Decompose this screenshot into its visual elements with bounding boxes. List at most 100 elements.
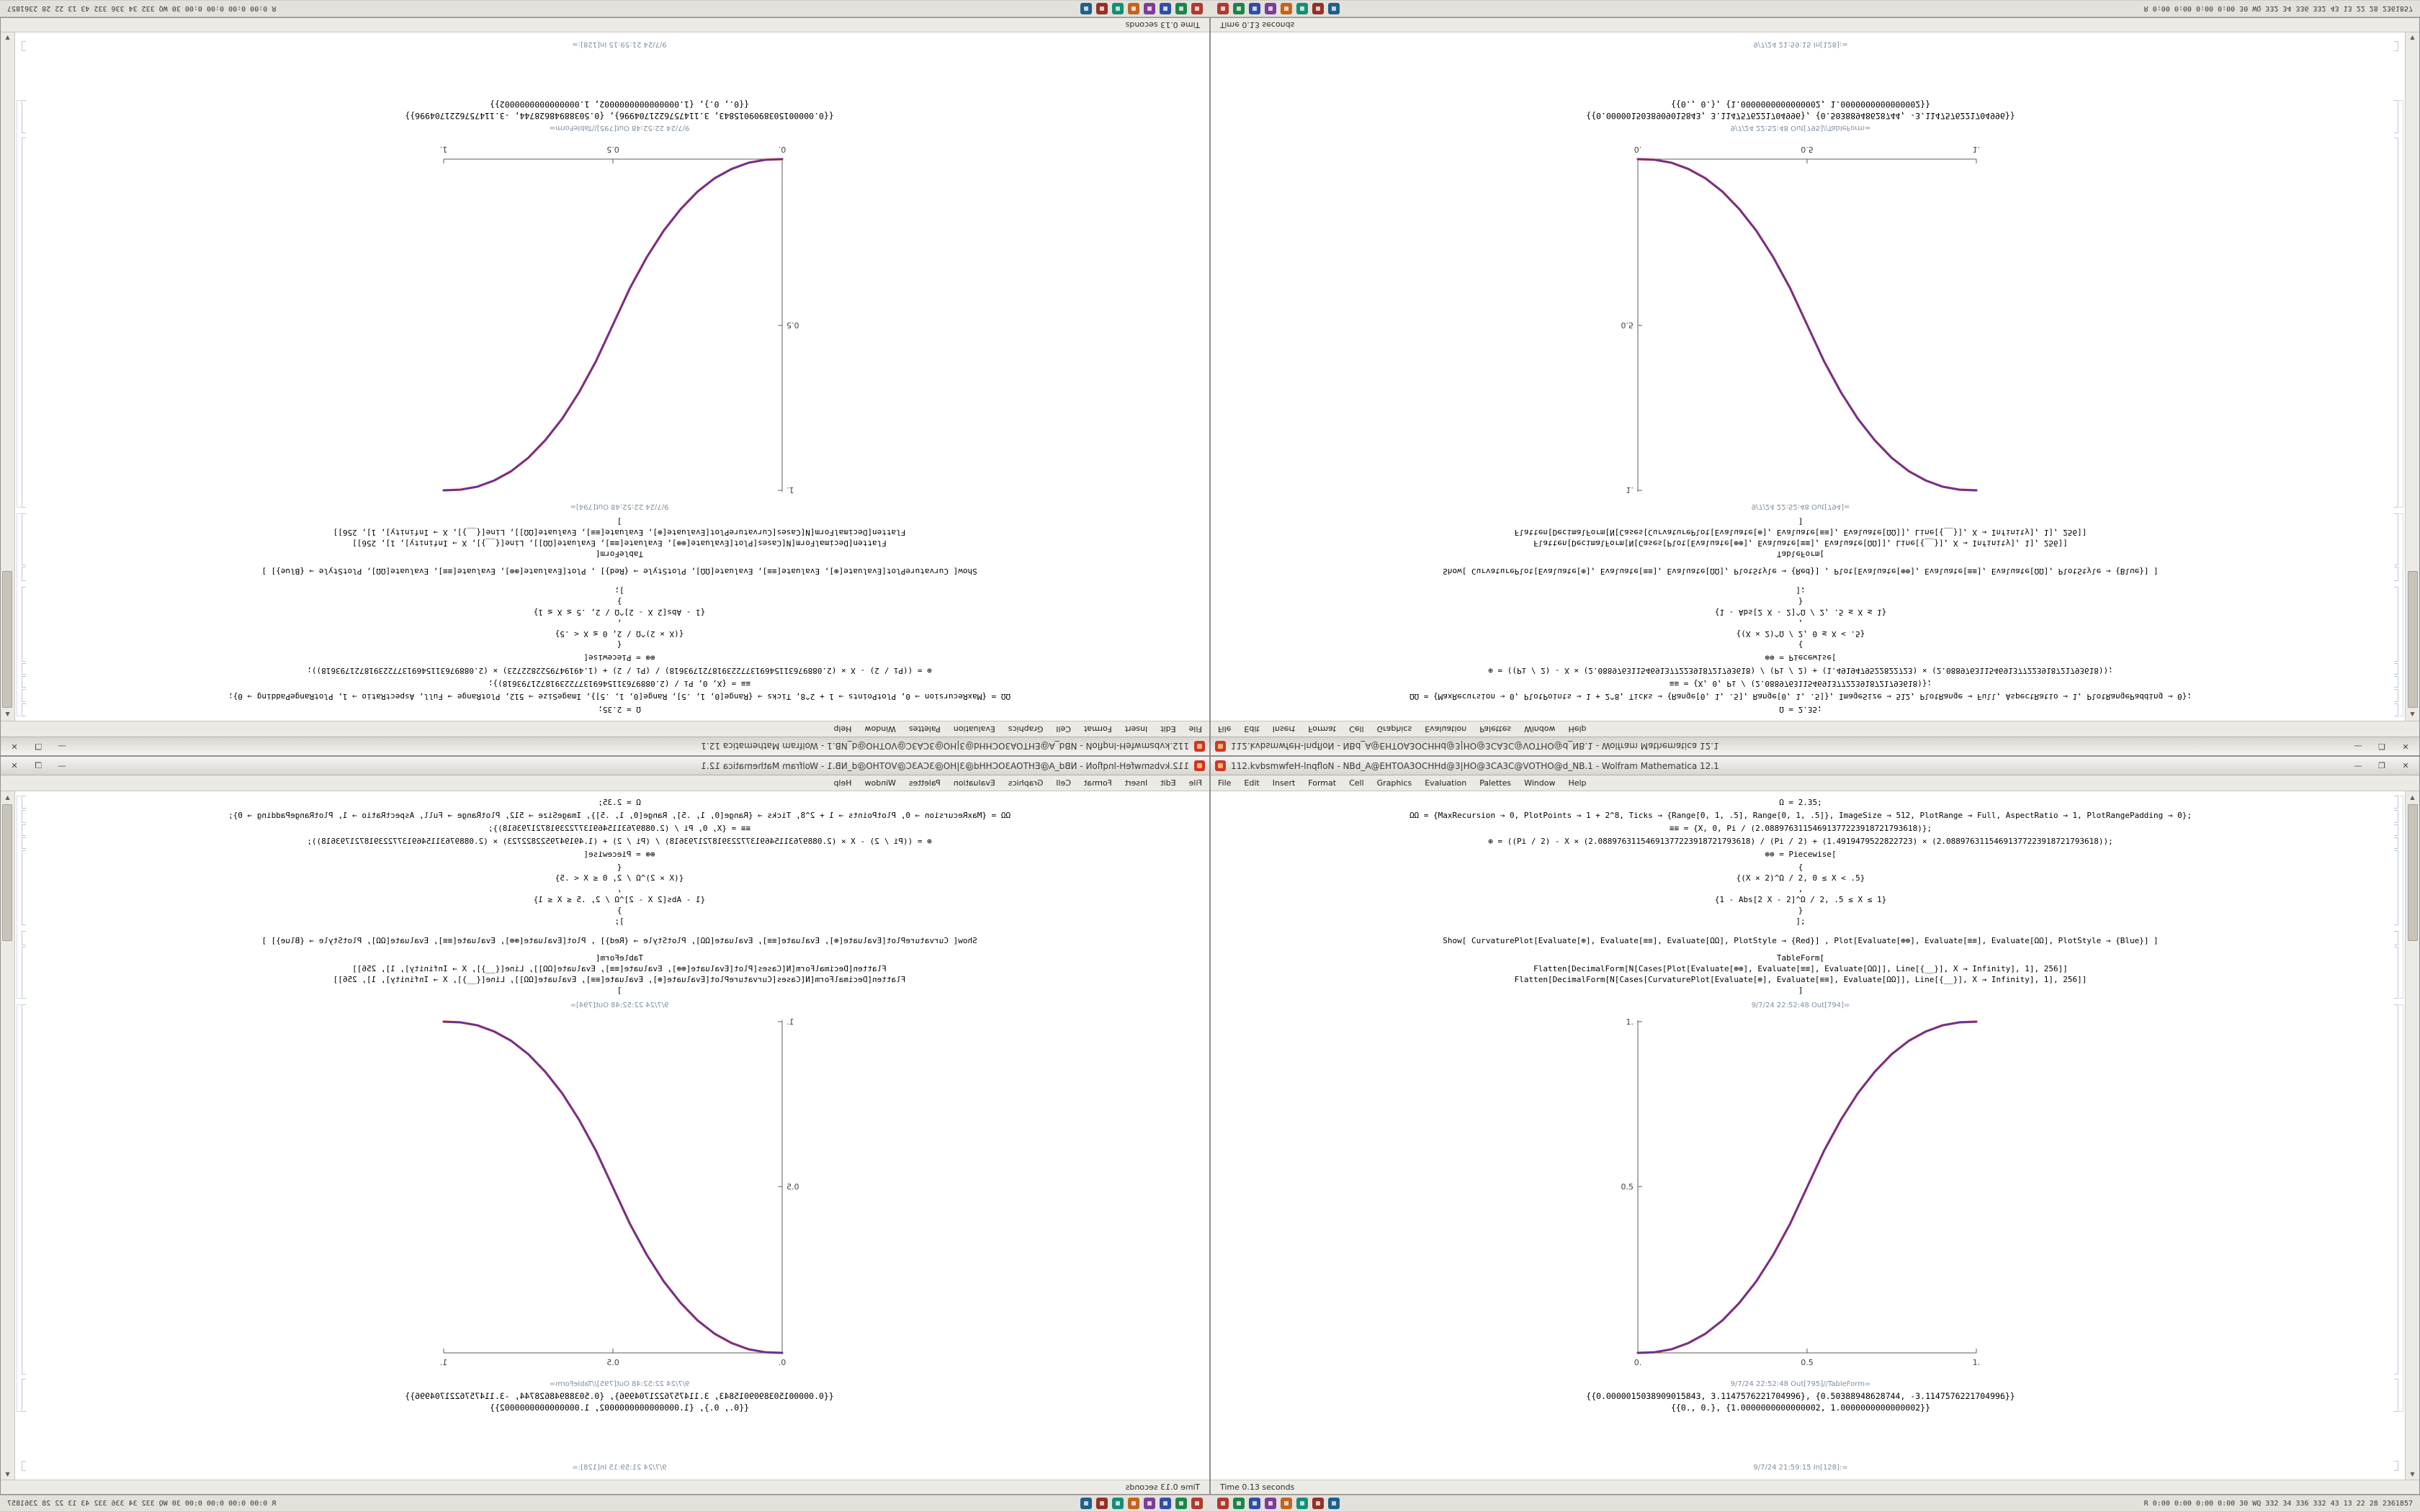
taskbar-app-icon[interactable] (1281, 1498, 1292, 1509)
menu-item-cell[interactable]: Cell (1056, 724, 1071, 734)
input-cell-line[interactable]: {1 - Abs[2 X - 2]^Ω / 2, .5 ≤ X ≤ 1} (533, 895, 706, 904)
scroll-down-arrow[interactable]: ▼ (5, 1470, 10, 1477)
taskbar-app-icon[interactable] (1296, 3, 1308, 14)
cell-bracket[interactable] (2394, 1004, 2398, 1374)
menu-item-cell[interactable]: Cell (1349, 778, 1364, 788)
menu-item-cell[interactable]: Cell (1056, 778, 1071, 788)
cell-bracket[interactable] (22, 824, 26, 836)
taskbar-app-icon[interactable] (1128, 3, 1139, 14)
menu-item-cell[interactable]: Cell (1349, 724, 1364, 734)
cell-bracket[interactable] (22, 703, 26, 716)
taskbar-app-icon[interactable] (1144, 3, 1155, 14)
title-bar[interactable]: 112.kvbsmwfeH-lnqfloN - NBd_A@EHTOA3OCHH… (1211, 757, 2419, 775)
scrollbar-thumb[interactable] (2, 571, 13, 708)
scroll-down-arrow[interactable]: ▼ (2410, 35, 2415, 42)
menu-item-window[interactable]: Window (1524, 724, 1556, 734)
menu-item-edit[interactable]: Edit (1160, 778, 1176, 788)
taskbar-app-icon[interactable] (1112, 1498, 1124, 1509)
mathematica-app-icon[interactable] (1215, 760, 1226, 771)
menu-item-file[interactable]: File (1218, 724, 1232, 734)
input-cell-line[interactable]: { (1798, 640, 1803, 649)
taskbar-app-icon[interactable] (1080, 1498, 1092, 1509)
menu-item-insert[interactable]: Insert (1272, 724, 1296, 734)
input-cell-line[interactable]: Flatten[DecimalForm[N[Cases[Plot[Evaluat… (352, 964, 887, 973)
menu-item-evaluation[interactable]: Evaluation (953, 778, 995, 788)
output-cell-line[interactable]: {{0., 0.}, {1.0000000000000002, 1.000000… (1670, 99, 1931, 109)
cell-bracket[interactable] (2394, 1461, 2398, 1471)
input-cell-line[interactable]: ] (1798, 986, 1803, 995)
input-cell-line[interactable]: Show[ CurvaturePlot[Evaluate[⊕], Evaluat… (1443, 567, 2159, 576)
cell-bracket[interactable] (2394, 41, 2398, 51)
taskbar-app-icon[interactable] (1160, 3, 1171, 14)
input-cell-line[interactable]: } (1798, 597, 1803, 606)
taskbar-app-icon[interactable] (1175, 1498, 1187, 1509)
cell-bracket[interactable] (22, 1004, 26, 1374)
scroll-up-arrow[interactable]: ▲ (2410, 793, 2415, 801)
input-cell-line[interactable]: ⊕ = ((Pi / 2) - X × (2.08897631154691377… (1488, 837, 2113, 846)
cell-bracket[interactable] (22, 676, 26, 688)
menu-item-help[interactable]: Help (1568, 724, 1587, 734)
input-cell-line[interactable]: ≡≡ = {X, 0, Pi / (2.08897631154691377223… (488, 679, 751, 688)
cell-bracket[interactable] (22, 837, 26, 849)
cell-bracket[interactable] (22, 41, 26, 51)
cell-bracket[interactable] (22, 138, 26, 508)
input-cell-line[interactable]: ]; (614, 917, 624, 926)
menu-item-evaluation[interactable]: Evaluation (953, 724, 995, 734)
cell-bracket[interactable] (2394, 689, 2398, 702)
cell-bracket[interactable] (2394, 703, 2398, 716)
taskbar-app-icon[interactable] (1144, 1498, 1155, 1509)
input-cell-line[interactable]: { (617, 863, 622, 872)
menu-item-palettes[interactable]: Palettes (1479, 778, 1512, 788)
input-cell-line[interactable]: ΩΩ = {MaxRecursion → 0, PlotPoints → 1 +… (228, 811, 1011, 820)
cell-bracket-group[interactable] (2399, 1004, 2403, 1412)
cell-bracket[interactable] (2394, 100, 2398, 133)
menu-item-help[interactable]: Help (833, 724, 852, 734)
taskbar-app-icon[interactable] (1160, 1498, 1171, 1509)
menu-item-edit[interactable]: Edit (1160, 724, 1176, 734)
title-bar[interactable]: 112.kvbsmwfeH-lnqfloN - NBd_A@EHTOA3OCHH… (1, 737, 1209, 755)
cell-bracket-group[interactable] (2399, 100, 2403, 508)
input-cell-line[interactable]: Show[ CurvaturePlot[Evaluate[⊕], Evaluat… (1443, 936, 2159, 945)
input-cell-line[interactable]: ⊕⊕ = Piecewise[ (1765, 653, 1837, 662)
cell-bracket-group[interactable] (2399, 796, 2403, 999)
output-cell-line[interactable]: {{0.0000015038909015843, 3.1147576221704… (1586, 1391, 2015, 1401)
input-cell-line[interactable]: ] (617, 517, 622, 526)
input-cell-line[interactable]: ≡≡ = {X, 0, Pi / (2.08897631154691377223… (1669, 824, 1932, 833)
taskbar-app-icon[interactable] (1281, 3, 1292, 14)
input-cell-line[interactable]: {1 - Abs[2 X - 2]^Ω / 2, .5 ≤ X ≤ 1} (1714, 608, 1887, 617)
output-cell-line[interactable]: {{0., 0.}, {1.0000000000000002, 1.000000… (489, 99, 750, 109)
input-cell-line[interactable]: ]; (614, 586, 624, 595)
input-cell-line[interactable]: {(X × 2)^Ω / 2, 0 ≤ X < .5} (1736, 629, 1865, 639)
cell-bracket[interactable] (22, 947, 26, 999)
close-button[interactable]: ✕ (11, 742, 18, 751)
input-cell-line[interactable]: TableForm[ (1776, 953, 1825, 963)
cell-bracket[interactable] (2394, 796, 2398, 809)
input-cell-line[interactable]: Show[ CurvaturePlot[Evaluate[⊕], Evaluat… (261, 567, 977, 576)
input-cell-line[interactable]: } (1798, 906, 1803, 915)
maximize-button[interactable]: ❐ (35, 742, 42, 751)
taskbar-app-icon[interactable] (1112, 3, 1124, 14)
cell-bracket-group[interactable] (17, 513, 21, 716)
input-cell-line[interactable]: ⊕⊕ = Piecewise[ (583, 850, 655, 859)
vertical-scrollbar[interactable]: ▲ ▼ (1, 791, 15, 1480)
input-cell-line[interactable]: Ω = 2.35; (1779, 798, 1822, 807)
taskbar-app-icon[interactable] (1217, 3, 1229, 14)
input-cell-line[interactable]: {(X × 2)^Ω / 2, 0 ≤ X < .5} (1736, 873, 1865, 883)
cell-bracket[interactable] (22, 850, 26, 925)
cell-bracket[interactable] (2394, 1379, 2398, 1412)
taskbar-app-icon[interactable] (1265, 1498, 1276, 1509)
input-cell-line[interactable]: Ω = 2.35; (598, 798, 641, 807)
menu-item-help[interactable]: Help (833, 778, 852, 788)
menu-item-graphics[interactable]: Graphics (1376, 778, 1412, 788)
taskbar-app-icon[interactable] (1233, 3, 1245, 14)
scrollbar-thumb[interactable] (2, 804, 13, 941)
cell-bracket[interactable] (2394, 947, 2398, 999)
output-cell-line[interactable]: {{0.0000015038909015843, 3.1147576221704… (405, 1391, 834, 1401)
cell-bracket[interactable] (2394, 837, 2398, 849)
vertical-scrollbar[interactable]: ▲ ▼ (1, 32, 15, 721)
input-cell-line[interactable]: ≡≡ = {X, 0, Pi / (2.08897631154691377223… (488, 824, 751, 833)
cell-bracket[interactable] (22, 100, 26, 133)
input-cell-line[interactable]: ⊕ = ((Pi / 2) - X × (2.08897631154691377… (307, 837, 932, 846)
taskbar-app-icon[interactable] (1296, 1498, 1308, 1509)
menu-item-file[interactable]: File (1188, 778, 1202, 788)
